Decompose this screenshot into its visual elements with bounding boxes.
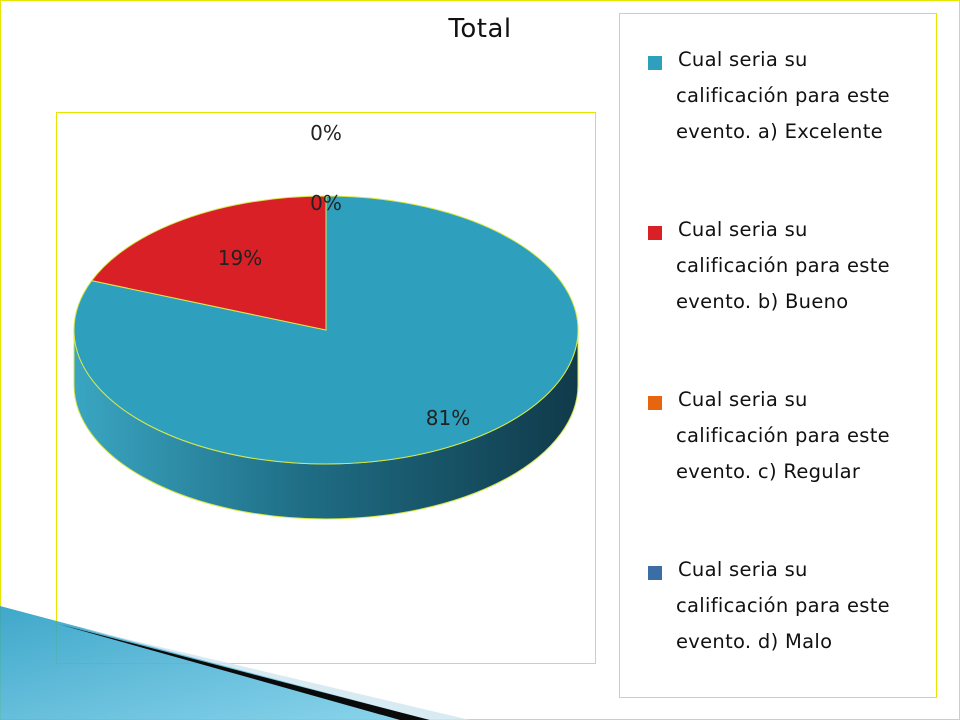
pie-slice-bueno [90, 195, 327, 331]
legend-item-malo: Cual seria su calificación para este eve… [648, 552, 918, 660]
legend-label-bueno-rest: calificación para este evento. b) Bueno [676, 254, 890, 313]
legend-swatch-excelente [648, 56, 662, 70]
legend-label-bueno-line1: Cual seria su [678, 218, 808, 241]
plot-area [56, 112, 596, 664]
legend-label-regular-rest: calificación para este evento. c) Regula… [676, 424, 890, 483]
data-label-malo: 0% [310, 191, 342, 215]
legend-item-regular: Cual seria su calificación para este eve… [648, 382, 918, 490]
chart-title: Total [448, 14, 512, 44]
legend-label-malo-line1: Cual seria su [678, 558, 808, 581]
data-label-excelente: 81% [426, 406, 470, 430]
legend-label-excelente-rest: calificación para este evento. a) Excele… [676, 84, 890, 143]
legend-item-bueno: Cual seria su calificación para este eve… [648, 212, 918, 320]
legend-item-excelente: Cual seria su calificación para este eve… [648, 42, 918, 150]
legend-label-excelente-line1: Cual seria su [678, 48, 808, 71]
data-label-bueno: 19% [218, 246, 262, 270]
legend-swatch-bueno [648, 226, 662, 240]
legend: Cual seria su calificación para este eve… [619, 13, 937, 698]
legend-swatch-malo [648, 566, 662, 580]
legend-label-malo-rest: calificación para este evento. d) Malo [676, 594, 890, 653]
legend-swatch-regular [648, 396, 662, 410]
data-label-regular: 0% [310, 121, 342, 145]
legend-label-regular-line1: Cual seria su [678, 388, 808, 411]
